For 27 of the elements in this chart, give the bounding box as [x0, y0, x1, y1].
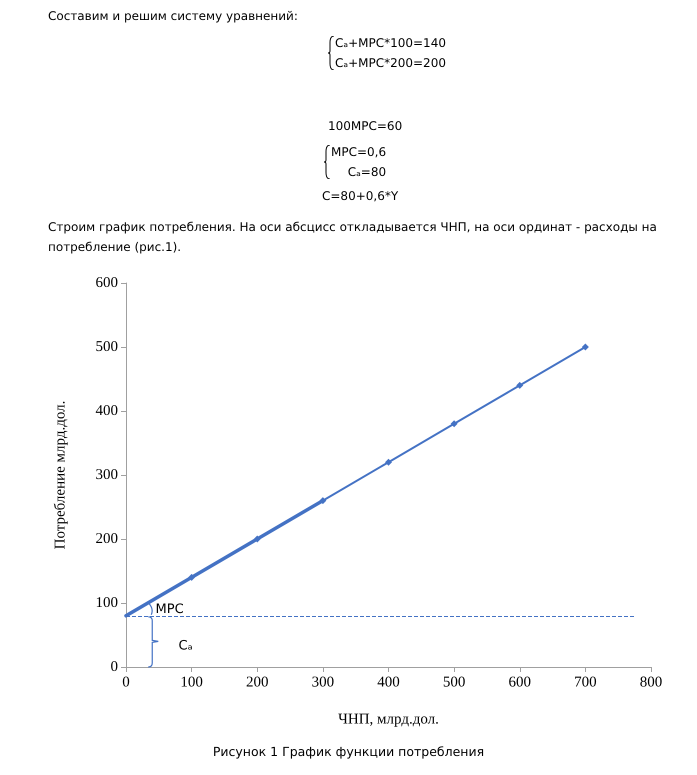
y-tick-label: 0 [110, 659, 118, 675]
x-tick-label: 500 [442, 674, 466, 690]
y-tick-label: 600 [96, 275, 118, 291]
x-tick-label: 100 [180, 674, 203, 690]
x-tick-label: 300 [312, 674, 334, 690]
x-tick-label: 600 [508, 674, 531, 690]
text: Cₐ+MPC*100=140 Cₐ+MPC*200=200 [335, 35, 446, 72]
x-tick-label: 200 [246, 674, 268, 690]
x-tick-label: 400 [377, 674, 400, 690]
text: C=80+0,6*Y [322, 188, 398, 205]
annotation: MPC [156, 602, 184, 618]
y-tick-label: 500 [96, 339, 118, 355]
text: Строим график потребления. На оси абсцисс откладывается ЧНП, на оси ординат - расходы на потребление (рис.1). [48, 219, 658, 256]
y-tick-label: 300 [96, 467, 118, 483]
y-tick-label: 400 [96, 403, 118, 419]
x-tick-label: 700 [574, 674, 597, 690]
x-tick-label: 0 [122, 674, 130, 690]
text: Составим и решим систему уравнений: [48, 8, 299, 25]
text: MPC=0,6 Cₐ=80 [331, 144, 386, 181]
x-axis-title: ЧНП, млрд.дол. [338, 712, 439, 728]
y-tick-label: 100 [96, 595, 118, 611]
x-tick-label: 800 [640, 674, 662, 690]
text: 100MPC=60 [328, 118, 402, 135]
text: Рисунок 1 График функции потребления [212, 744, 486, 759]
y-tick-label: 200 [96, 531, 118, 547]
y-axis-title: Потребление млрд.дол. [52, 400, 68, 550]
annotation: Cₐ [178, 638, 193, 654]
